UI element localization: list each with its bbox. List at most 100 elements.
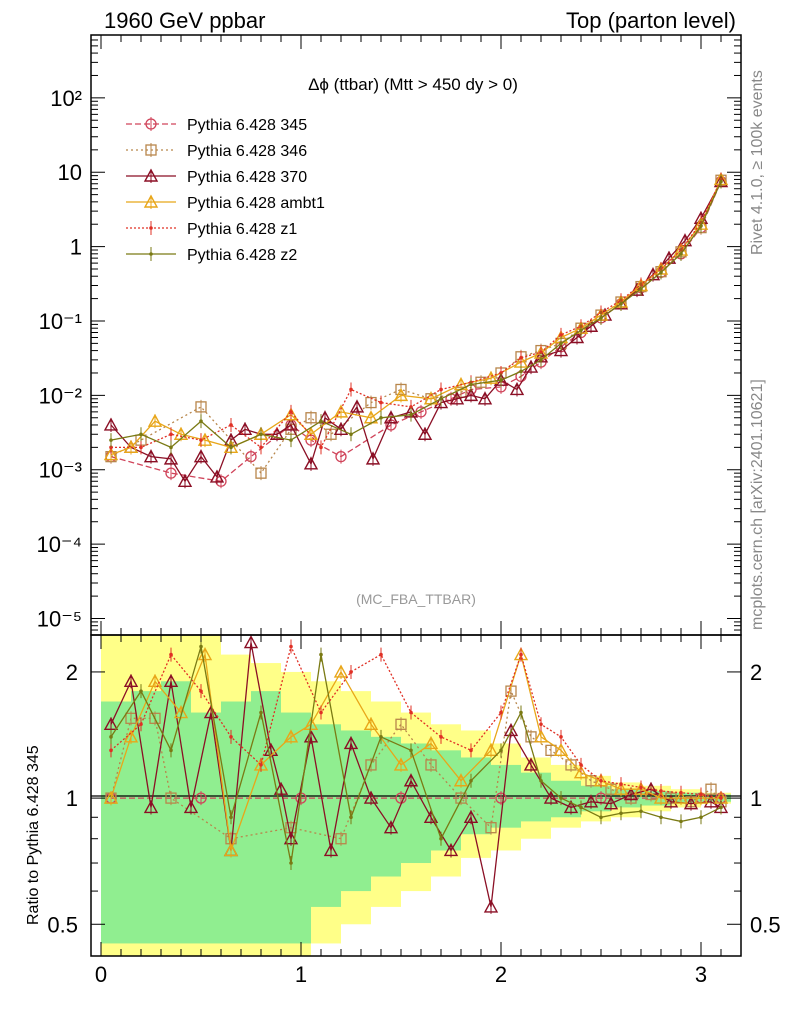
ratio-series-1-point [125,712,137,724]
y-tick-label: 10⁻⁴ [36,532,82,557]
main-series-0-point [165,467,177,479]
ratio-series-3-point [103,790,119,804]
ratio-series-1-point [365,759,377,771]
main-series-2-point [661,250,677,264]
main-series-2-point [365,451,381,465]
ratio-series-4 [109,639,723,806]
main-series-1-point [305,412,317,424]
ratio-series-3-point [653,790,669,804]
ratio-series-4-point [499,710,503,715]
ratio-series-4-point [139,722,143,727]
ratio-series-4-point [229,735,233,739]
ratio-series-5-point [409,748,413,753]
legend-marker [145,144,157,156]
ratio-series-2-point [103,716,119,731]
ratio-series-4-point [469,748,473,753]
axes-group: 0 1 2 3 10⁻⁵ 10⁻⁴ 10⁻³ 10⁻² 10⁻¹ 1 10 10² 0.5 0.5 1 1 2 2 [36,34,781,987]
main-series-4-point [499,371,503,375]
ratio-series-4-point [679,790,683,795]
ratio-series-2-point [243,635,259,649]
ratio-y-tick-label: 1 [66,786,78,811]
ratio-series-5-point [349,815,353,820]
main-series-5-point [379,415,383,420]
rivet-label: Rivet 4.1.0, ≥ 100k events [749,70,766,255]
ratio-series-4-point [659,789,663,793]
ratio-series-2-point [273,781,289,795]
main-series-4-point [539,350,543,355]
plot-title: Δϕ (ttbar) (Mtt > 450 dy > 0) [308,75,518,94]
legend-label: Pythia 6.428 370 [187,169,307,186]
x-tick-label: 1 [295,962,307,987]
ratio-series-2-point [363,790,379,804]
main-series-2-point [569,330,585,344]
main-series-3 [103,171,729,462]
green-band-bin [251,691,281,944]
ratio-series-2-point [703,794,719,808]
ratio-series-5-point [139,689,143,693]
ratio-series-2-point [583,794,599,808]
y-tick-label: 10⁻³ [39,458,82,483]
ratio-series-5-point [259,710,263,715]
main-series-2-point [103,417,119,431]
main-series-4-point [289,410,293,414]
legend-entry: Pythia 6.428 346 [126,143,307,160]
main-series-3-point [283,407,299,421]
ratio-series-3-point [363,716,379,731]
ratio-series-3-point [283,729,299,743]
main-series-2-point [449,391,465,405]
main-series-3-point [103,447,119,461]
main-series-5-point [619,302,623,306]
ratio-series-2-point [523,757,539,771]
ratio-series-1-point [705,783,717,795]
ratio-series-1-point [425,759,437,771]
main-series-5-point [719,179,723,184]
legend-label: Pythia 6.428 345 [187,117,307,134]
green-band-bin [311,724,341,907]
main-series-4-point [409,405,413,409]
main-series-2-point [349,399,365,413]
main-series-2-point [463,387,479,402]
ratio-series-5-point [199,644,203,649]
ratio-series-4-point [289,644,293,649]
green-band-bin [131,691,161,944]
ratio-series-1-point [395,718,407,730]
ratio-series-1-point [335,833,347,845]
ratio-series-5-point [379,735,383,739]
main-series-5-point [469,382,473,387]
ratio-series-2-point [463,809,479,823]
ratio-series-0-point [195,792,207,804]
ratio-series-5-point [439,836,443,841]
main-series-5 [109,174,723,455]
green-band-bin [521,772,551,822]
ratio-series-3-point [223,843,239,857]
legend-marker [145,118,157,130]
main-series-4-point [349,387,353,392]
ratio-series-3-point [453,773,469,787]
ratio-series-3-point [573,765,589,779]
ratio-series-2-point [303,729,319,743]
ratio-series-5 [109,639,723,871]
ratio-series-1-point [525,731,537,743]
ratio-series-5-point [539,778,543,783]
main-series-4-point [519,355,523,360]
ratio-series-1-point [149,712,161,724]
main-series-5-point [519,369,523,374]
header-left: 1960 GeV ppbar [104,8,265,33]
legend-label: Pythia 6.428 z2 [187,247,297,264]
main-series-5-point [319,419,323,423]
y-tick-label: 10 [58,160,82,185]
main-series-2-point [283,417,299,431]
main-series-2-point [509,382,525,396]
main-series-5-point [559,341,563,346]
main-series-2-point [177,473,193,487]
ratio-series-1-point [485,822,497,834]
main-series-2-point [193,449,209,463]
ratio-y-tick-label-right: 1 [750,786,762,811]
ratio-series-3-point [673,790,689,804]
ratio-series-5-point [659,815,663,820]
ratio-series-3-point [693,790,709,804]
ratio-series-3-point [423,736,439,750]
main-series-0-point [335,450,347,463]
ratio-series-3-point [147,673,163,687]
